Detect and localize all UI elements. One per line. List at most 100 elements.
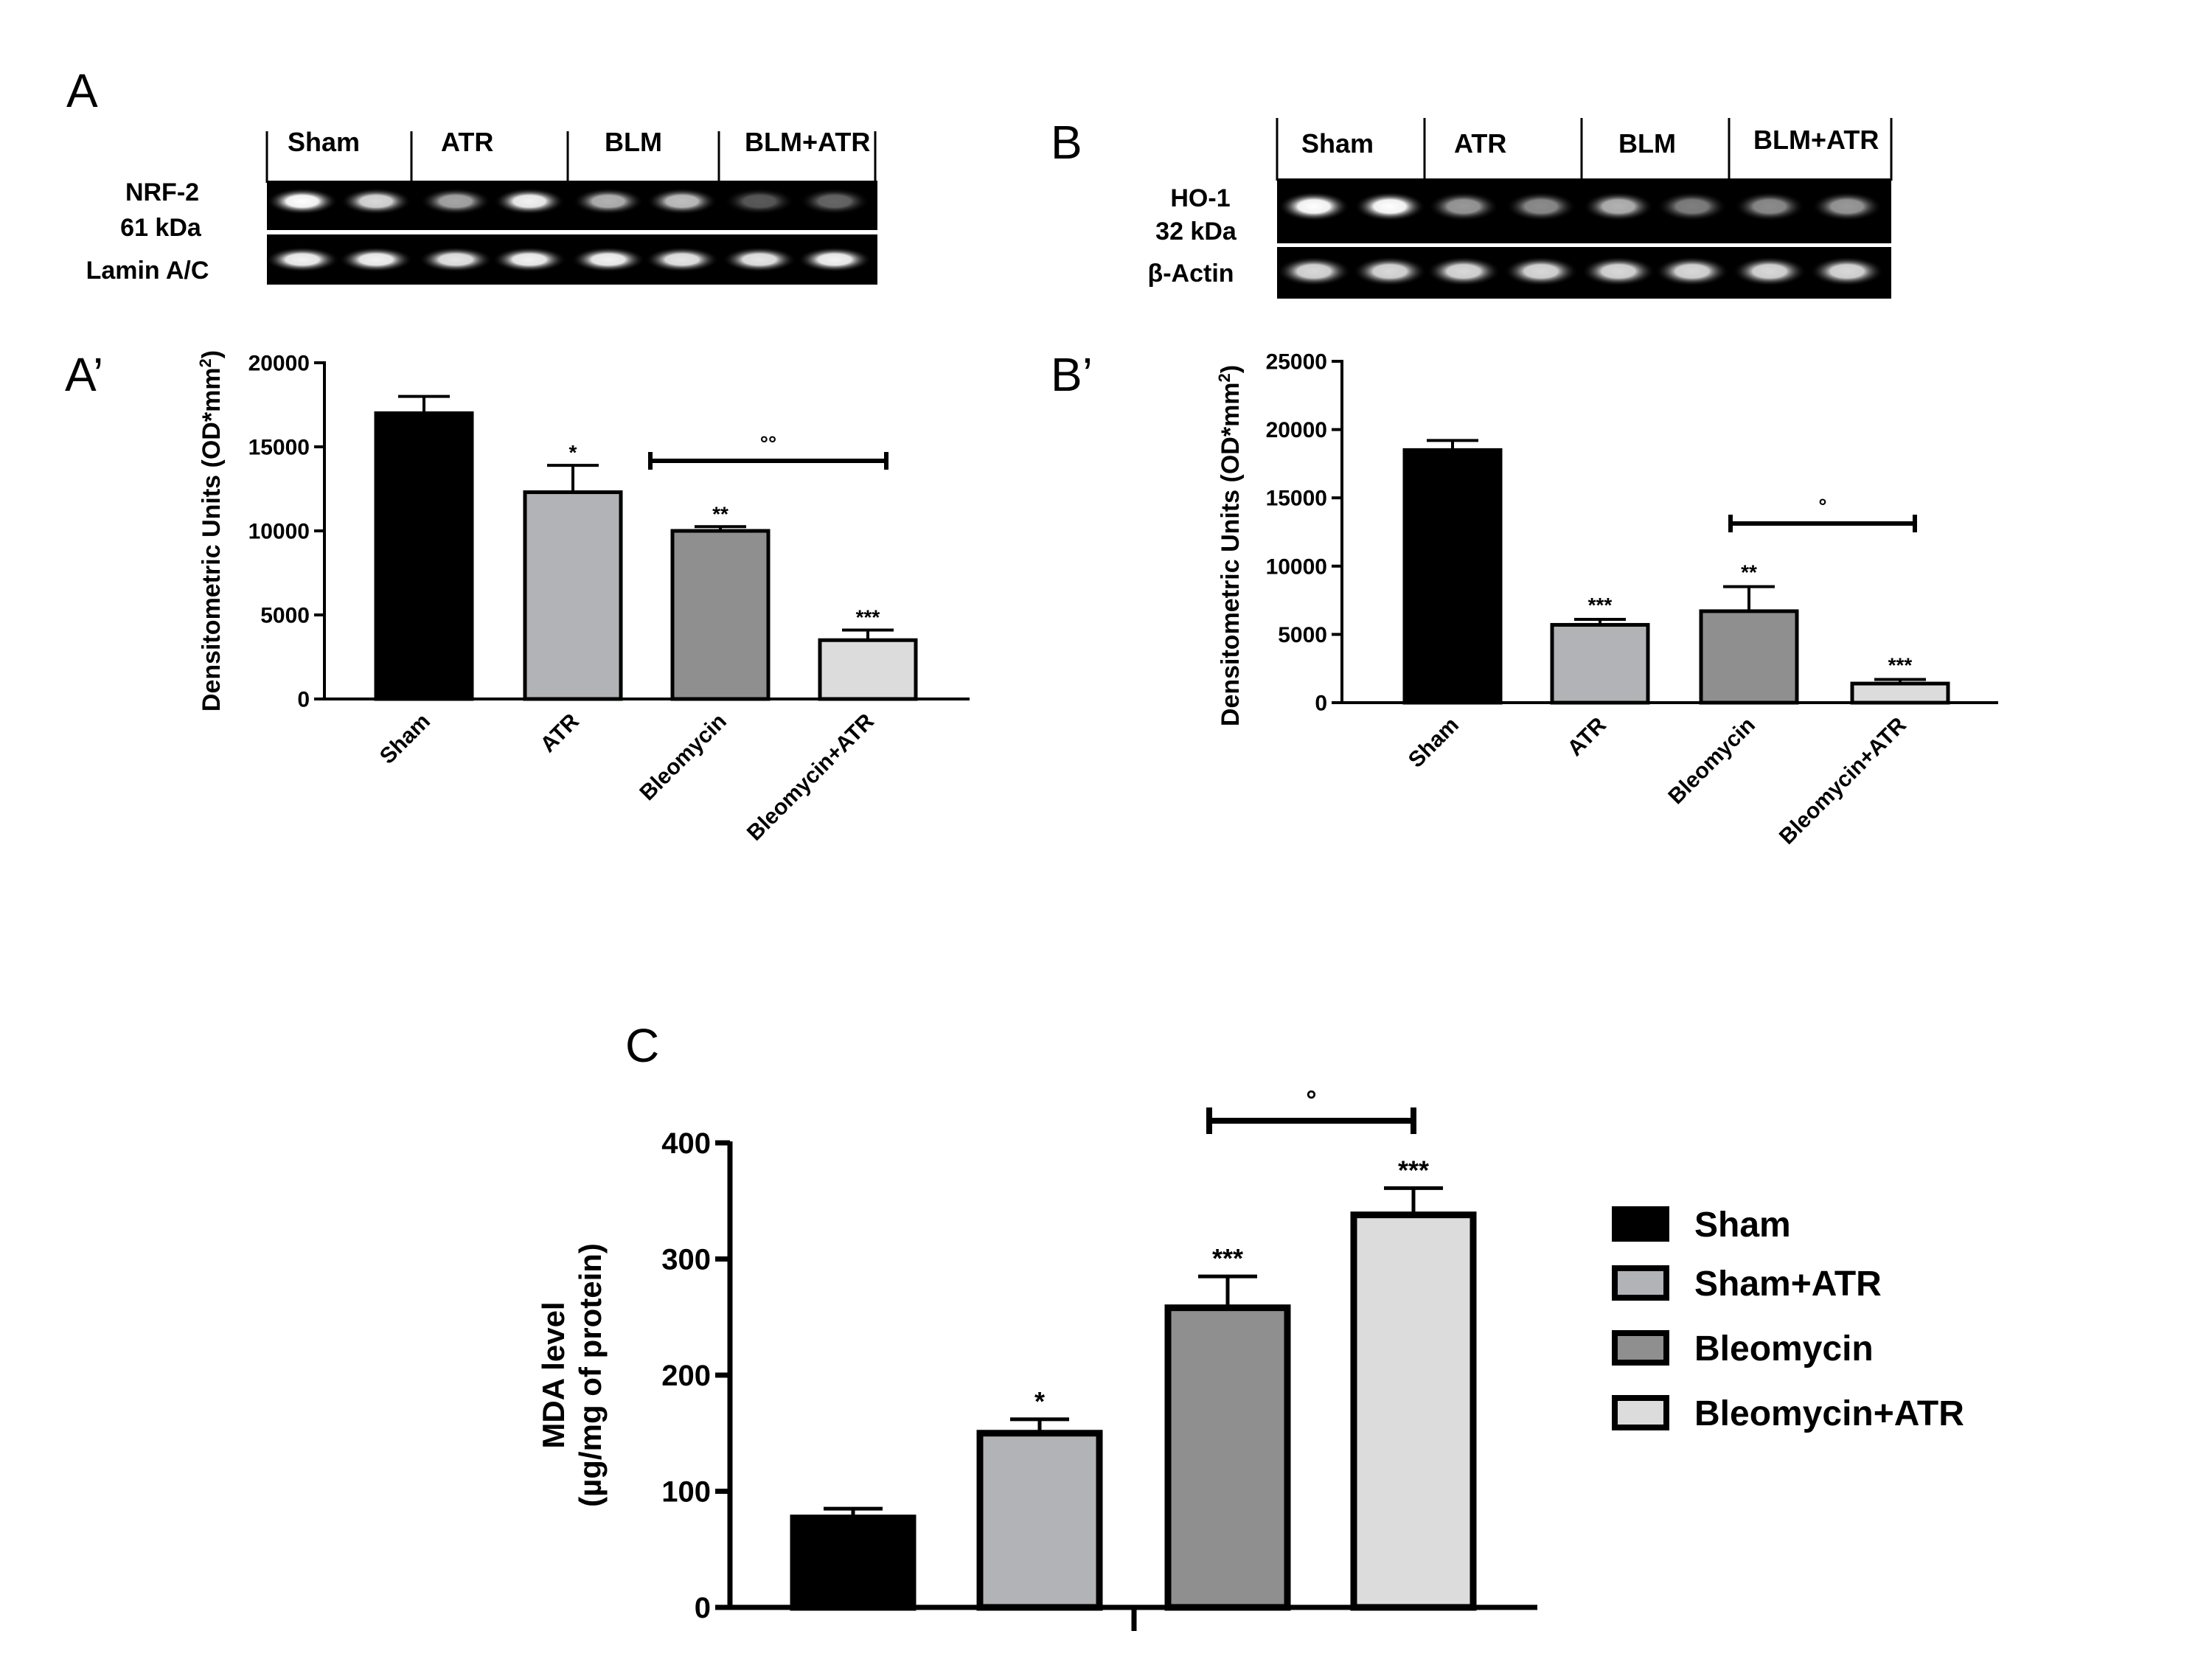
blot-a-lane-sham: Sham [288,127,360,157]
actin-band [1733,257,1806,286]
bar-sham [374,411,474,701]
bar-sham [790,1514,917,1611]
lamin-band [571,247,645,272]
x-tick-label: ATR [1563,712,1612,761]
actin-band [1504,257,1578,286]
y-tick-label: 5000 [1278,623,1327,647]
bar-sham-atr [976,1430,1103,1611]
blot-b: Sham ATR BLM BLM+ATR HO-1 32 kDa β-Actin [1147,118,1893,299]
panel-label-a: A [66,64,98,117]
blot-a-weight-label: 61 kDa [120,214,202,242]
nrf2-band [494,188,565,215]
panel-label-a-prime: A’ [65,348,103,401]
x-tick-label: Bleomycin [1663,713,1760,810]
blot-a-nrf2-bands [267,188,870,215]
blot-a: Sham ATR BLM BLM+ATR NRF-2 61 kDa Lamin … [86,127,877,285]
ho1-band [1279,192,1349,221]
nrf2-band [724,188,795,215]
x-tick-label: Sham [375,709,435,769]
comparison-label: ° [1818,495,1826,518]
nrf2-band [573,188,644,215]
blot-b-weight-label: 32 kDa [1155,218,1237,246]
y-tick-label: 200 [661,1360,711,1392]
y-tick-label: 15000 [1266,487,1327,511]
lamin-band [265,247,339,272]
blot-b-lane-blm-atr: BLM+ATR [1753,125,1879,155]
blot-a-protein-label: NRF-2 [125,178,199,206]
significance-label: * [1034,1386,1045,1416]
x-tick-label: Bleomycin [635,709,731,806]
ho1-band [1354,192,1425,221]
ho1-band [1812,192,1882,221]
panel-label-b-prime: B’ [1051,348,1093,401]
blot-b-actin-bands [1277,257,1884,286]
blot-b-lane-sham: Sham [1301,128,1374,159]
y-axis-label: Densitometric Units (OD*mm2) [1215,365,1245,726]
y-tick-label: 0 [297,688,310,712]
x-tick-label: Bleomycin+ATR [1775,712,1911,849]
y-axis-label: Densitometric Units (OD*mm2) [196,350,226,712]
bar-bleomycin-atr [818,638,918,701]
ho1-band [1428,192,1499,221]
significance-label: *** [1888,654,1913,677]
x-tick-label: Bleomycin+ATR [742,709,879,845]
x-tick-label: ATR [536,709,585,757]
legend-swatch [1612,1395,1669,1430]
bar-bleomycin [1164,1304,1291,1611]
blot-a-control-label: Lamin A/C [86,257,209,285]
lamin-band [798,247,872,272]
legend-label: Bleomycin [1694,1329,1874,1368]
actin-band [1353,257,1427,286]
comparison-label: °° [760,432,776,455]
y-tick-label: 0 [695,1592,711,1624]
y-tick-label: 20000 [248,352,310,376]
actin-band [1427,257,1500,286]
significance-label: * [569,441,577,464]
panel-label-b: B [1051,116,1082,169]
lamin-band [645,247,719,272]
bar-bleomycin [670,529,771,701]
lamin-band [493,247,566,272]
significance-label: ** [712,502,728,525]
y-tick-label: 20000 [1266,418,1327,442]
lamin-band [723,247,796,272]
significance-label: *** [1398,1155,1429,1185]
blot-a-lane-blm-atr: BLM+ATR [745,127,870,157]
legend-swatch [1612,1265,1669,1301]
y-tick-label: 400 [661,1127,711,1160]
bar-bleomycin-atr [1850,681,1950,705]
nrf2-band [647,188,717,215]
significance-label: ** [1741,561,1757,584]
y-tick-label: 5000 [260,604,310,628]
y-tick-label: 15000 [248,436,310,460]
legend-label: Sham+ATR [1694,1265,1882,1304]
blot-b-control-label: β-Actin [1147,260,1234,288]
blot-a-lane-blm: BLM [605,127,662,157]
ho1-band [1734,192,1805,221]
ho1-band [1506,192,1576,221]
significance-label: *** [856,606,880,629]
blot-b-lane-atr: ATR [1454,128,1506,159]
actin-band [1655,257,1729,286]
blot-b-lane-blm: BLM [1618,128,1676,159]
actin-band [1810,257,1884,286]
y-axis-label-line1: MDA level [536,1301,571,1448]
blot-b-lane-dividers [1276,118,1893,181]
panel-label-c: C [625,1019,659,1072]
blot-b-protein-label: HO-1 [1170,184,1230,212]
lamin-band [339,247,413,272]
y-tick-label: 10000 [1266,554,1327,579]
blot-b-ho1-bands [1279,192,1882,221]
actin-band [1582,257,1655,286]
legend-label: Bleomycin+ATR [1694,1394,1964,1433]
y-tick-label: 10000 [248,520,310,544]
x-tick-label: Sham [1404,713,1464,773]
bar-sham [1402,448,1503,705]
nrf2-band [267,188,338,215]
y-tick-label: 100 [661,1476,711,1509]
comparison-label: ° [1306,1085,1316,1115]
